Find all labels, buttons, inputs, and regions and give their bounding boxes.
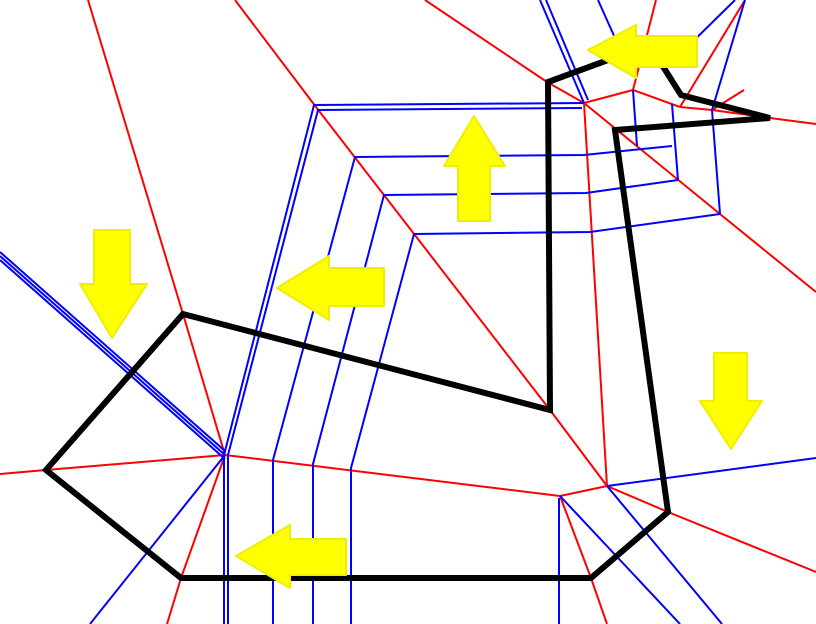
motion-arrows [79, 24, 763, 589]
skeleton-edge [559, 495, 592, 579]
wavefront-edge [272, 145, 673, 624]
polygon-outline [41, 53, 771, 581]
skeleton-edge [606, 485, 669, 513]
wavefront-edge [312, 179, 679, 624]
wavefront-edge [711, 109, 721, 215]
wavefront-edge [545, 0, 589, 101]
skeleton-edge [546, 81, 585, 104]
arrow-left-icon [587, 24, 698, 79]
arrow-down-icon [699, 352, 763, 450]
wavefront-edge [89, 454, 226, 624]
arrow-down-icon [79, 229, 148, 339]
skeleton-edge [667, 511, 816, 573]
wavefront-edge [0, 259, 226, 460]
input-polygon [41, 53, 771, 581]
skeleton-edge [182, 313, 226, 456]
skeleton-edge [234, 0, 317, 108]
skeleton-edge [583, 102, 721, 215]
skeleton-edge [315, 106, 551, 411]
skeleton-edge [590, 577, 608, 624]
wavefront-edge [0, 251, 226, 452]
skeleton-edge [424, 0, 548, 83]
skeleton-edge [769, 117, 816, 125]
skeleton-edge [87, 0, 184, 315]
skeleton-edge [583, 102, 608, 487]
skeleton-edge [180, 454, 226, 579]
wavefront-edge [0, 255, 226, 456]
wavefront-edge [597, 0, 616, 39]
skeleton-edge [583, 89, 634, 104]
wavefront-edge [559, 495, 681, 624]
wavefront-edge [632, 89, 638, 147]
skeleton-edge [0, 469, 47, 475]
wavefront-edge [350, 213, 721, 624]
wavefront-edge [539, 0, 585, 104]
arrow-left-icon [235, 524, 347, 589]
wavefront-edge [606, 485, 723, 624]
skeleton-edge [719, 213, 816, 293]
wavefront-edge [223, 102, 585, 456]
skeleton-edge [45, 454, 226, 471]
wavefront-edge [671, 103, 679, 181]
arrow-up-icon [443, 115, 506, 222]
skeleton-edge [679, 0, 746, 108]
skeleton-edge [224, 454, 561, 497]
wavefront-edge [606, 457, 816, 487]
skeleton-edge [559, 485, 608, 497]
wavefront-edge [711, 0, 746, 111]
wavefront-edge [227, 107, 583, 456]
arrow-left-icon [276, 255, 385, 321]
skeleton-edge [679, 106, 713, 111]
skeleton-edge [166, 577, 182, 624]
skeleton-edge [549, 409, 608, 487]
